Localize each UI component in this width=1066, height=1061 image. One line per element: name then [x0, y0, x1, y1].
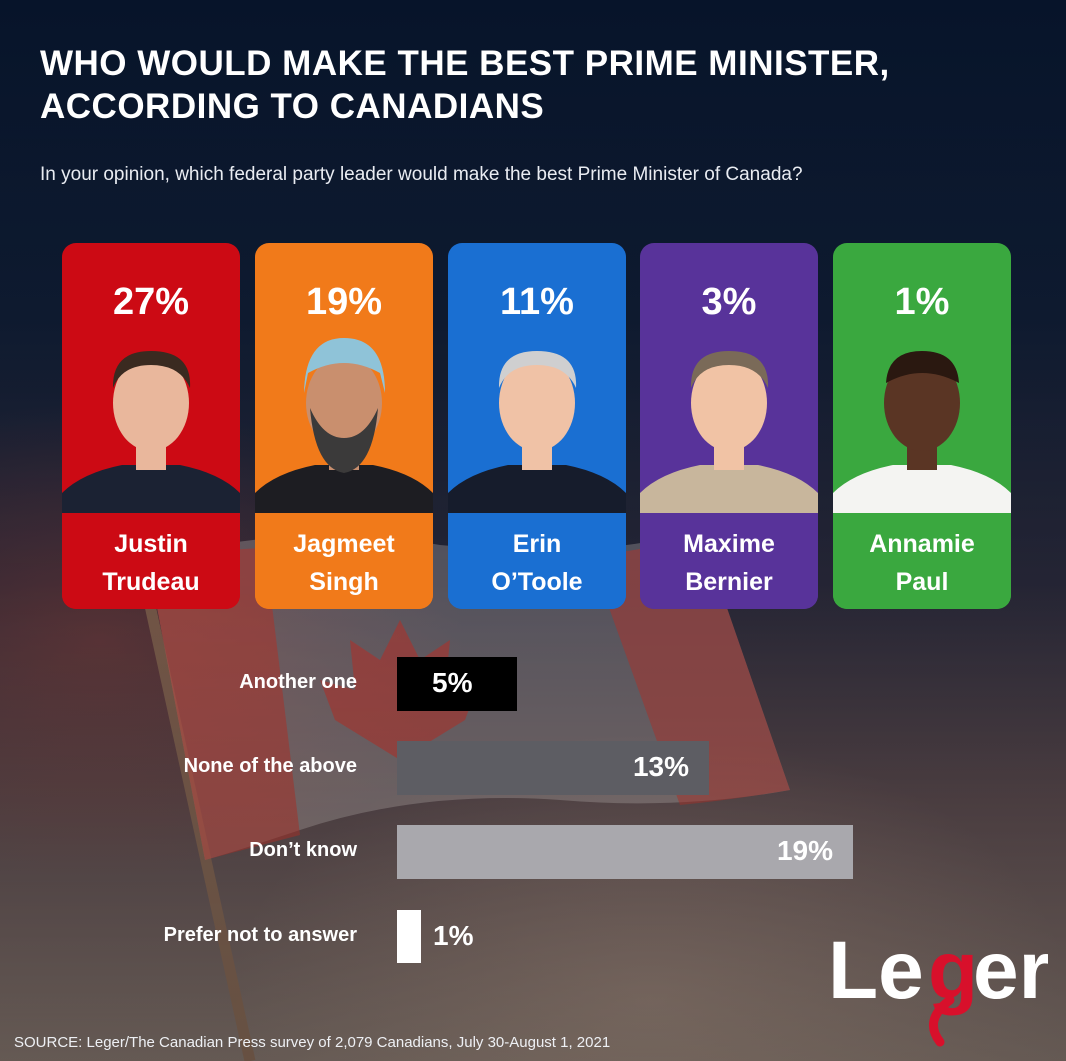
leader-portrait: [62, 351, 240, 513]
leader-name: Erin O’Toole: [448, 525, 626, 601]
leader-name-line: Erin: [512, 530, 562, 558]
leader-card: 1% Annamie Paul: [833, 243, 1011, 609]
response-bar: [397, 825, 853, 879]
leader-card: 11% Erin O’Toole: [448, 243, 626, 609]
title-line-2: ACCORDING TO CANADIANS: [40, 87, 545, 126]
leader-percentage: 27%: [112, 281, 190, 323]
leader-name-band: [62, 513, 240, 609]
leader-portrait: [448, 351, 626, 513]
leader-name: Maxime Bernier: [640, 525, 818, 601]
leader-percentage: 11%: [500, 281, 574, 323]
leader-name-band: [448, 513, 626, 609]
leader-percentage: 3%: [701, 281, 757, 323]
leader-portrait: [833, 351, 1011, 513]
response-bar: [397, 910, 421, 963]
leader-portrait: [255, 338, 433, 513]
response-label: Another one: [239, 671, 357, 693]
leader-name: Justin Trudeau: [62, 525, 240, 601]
leader-name-band: [833, 513, 1011, 609]
leader-portrait: [640, 351, 818, 513]
source-note: SOURCE: Leger/The Canadian Press survey …: [14, 1034, 611, 1051]
response-bar: [397, 741, 709, 795]
leader-name-line: Justin: [114, 530, 188, 558]
response-value: 13%: [632, 751, 689, 782]
response-label: Prefer not to answer: [163, 924, 357, 946]
response-label: Don’t know: [249, 839, 357, 861]
leader-name: Annamie Paul: [833, 525, 1011, 601]
leader-name-band: [255, 513, 433, 609]
response-bar: [397, 657, 517, 711]
chart-title: WHO WOULD MAKE THE BEST PRIME MINISTER, …: [40, 42, 890, 128]
leader-name-line: Maxime: [683, 530, 775, 558]
leader-name-line: Singh: [309, 568, 379, 596]
svg-text:Le: Le: [828, 925, 924, 1016]
leader-name: Jagmeet Singh: [255, 525, 433, 601]
leader-percentage: 19%: [305, 281, 383, 323]
title-line-1: WHO WOULD MAKE THE BEST PRIME MINISTER,: [40, 44, 890, 83]
survey-question: In your opinion, which federal party lea…: [40, 164, 803, 185]
leader-card: 3% Maxime Bernier: [640, 243, 818, 609]
leader-card: 19% Jagmeet Singh: [255, 243, 433, 609]
svg-text:er: er: [973, 925, 1048, 1016]
response-value: 1%: [433, 920, 474, 951]
leader-name-line: Annamie: [869, 530, 975, 558]
leger-logo: Le g er: [828, 925, 1048, 1047]
response-label: None of the above: [183, 755, 357, 777]
leader-card: 27% Justin Trudeau: [62, 243, 240, 609]
leader-name-line: Paul: [895, 568, 949, 596]
leader-name-line: Trudeau: [102, 568, 200, 596]
leader-name-line: Bernier: [685, 568, 773, 596]
response-value: 19%: [776, 835, 833, 866]
leader-name-line: Jagmeet: [293, 530, 395, 558]
response-value: 5%: [432, 667, 473, 698]
leader-name-line: O’Toole: [491, 568, 583, 596]
leader-name-band: [640, 513, 818, 609]
leader-percentage: 1%: [894, 281, 950, 323]
